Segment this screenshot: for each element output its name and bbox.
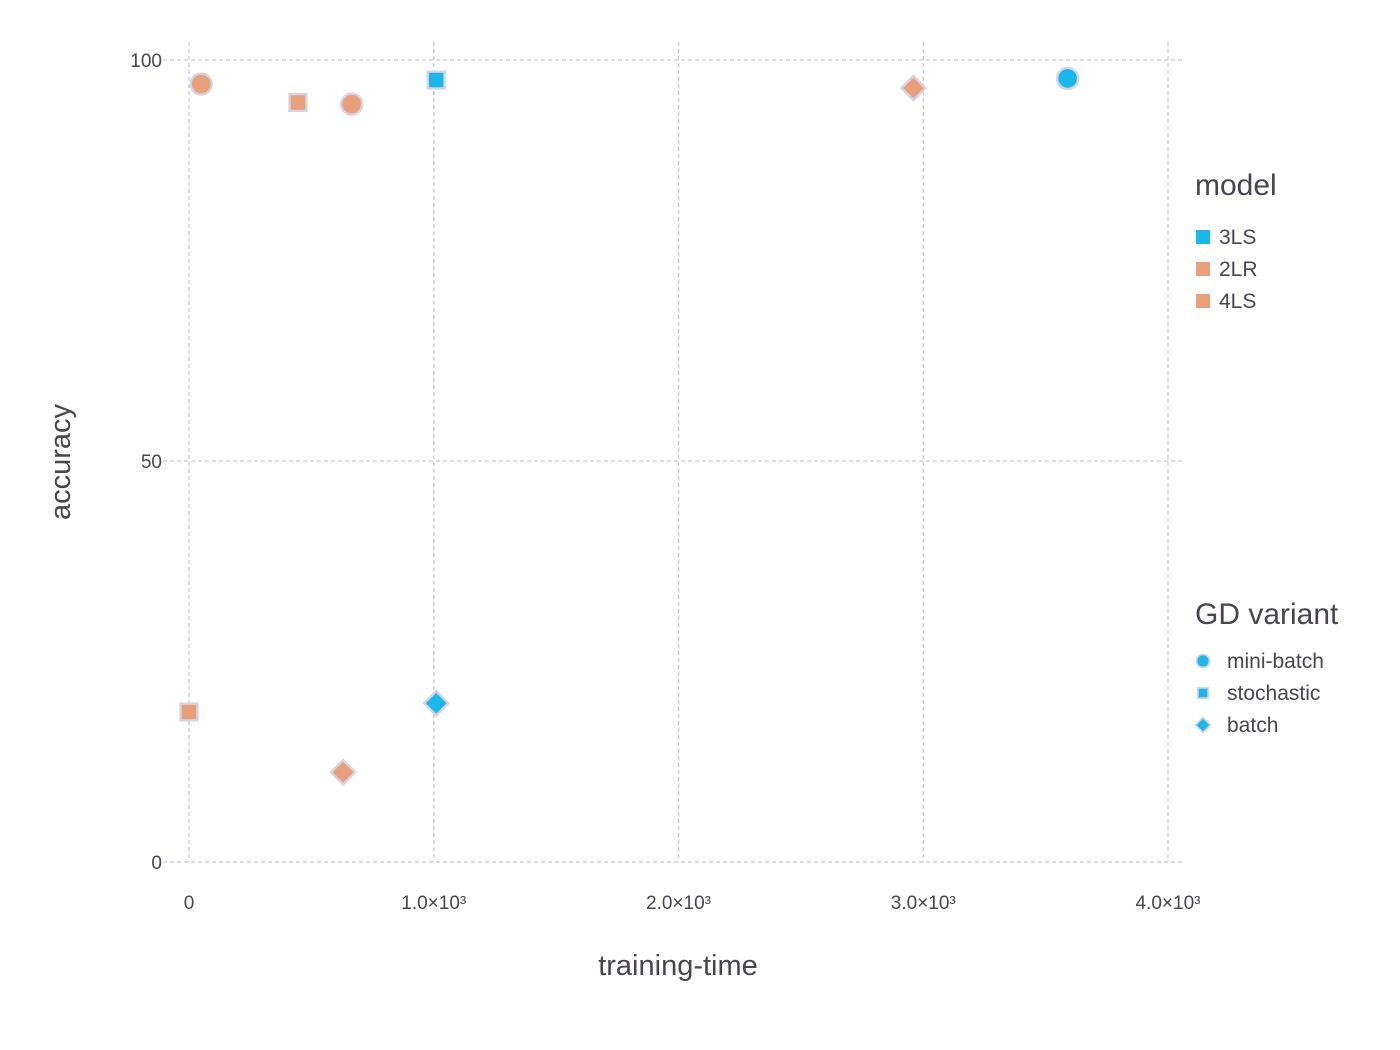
legend-model-label-0: 3LS <box>1219 226 1256 249</box>
x-tick-label-3: 3.0×10³ <box>891 893 956 914</box>
data-point-0 <box>189 72 213 96</box>
legend-model: model 3LS 2LR 4LS <box>1195 169 1277 313</box>
x-tick-label-4: 4.0×10³ <box>1136 893 1201 914</box>
legend-variant-marker-0 <box>1195 653 1211 669</box>
data-point-5 <box>1055 66 1080 91</box>
legend-gd-variant: GD variant mini-batch stochastic batch <box>1194 598 1339 737</box>
x-tick-label-0: 0 <box>184 893 195 914</box>
y-tick-label-1: 50 <box>141 452 162 473</box>
tick-labels: 0 1.0×10³ 2.0×10³ 3.0×10³ 4.0×10³ 0 50 100 <box>130 51 1200 914</box>
legend-variant-label-2: batch <box>1227 714 1278 737</box>
legend-variant-label-1: stochastic <box>1227 682 1320 705</box>
legend-variant-marker-2 <box>1194 716 1212 734</box>
x-tick-label-1: 1.0×10³ <box>401 893 466 914</box>
x-tick-label-2: 2.0×10³ <box>646 893 711 914</box>
y-tick-label-2: 100 <box>130 51 162 72</box>
data-point-1 <box>288 92 308 113</box>
legend-model-label-1: 2LR <box>1219 258 1258 281</box>
legend-model-swatch-2 <box>1196 294 1210 308</box>
legend-model-label-2: 4LS <box>1219 290 1256 313</box>
data-point-8 <box>422 689 450 717</box>
data-point-7 <box>329 758 357 786</box>
y-axis-title: accuracy <box>45 403 77 520</box>
data-point-6 <box>179 702 199 722</box>
data-point-3 <box>426 70 446 90</box>
data-points <box>179 66 1080 786</box>
x-axis-title: training-time <box>598 950 758 982</box>
legend-model-title: model <box>1195 169 1277 202</box>
grid <box>163 42 1183 863</box>
legend-variant-marker-1 <box>1196 686 1210 700</box>
legend-model-swatch-0 <box>1196 230 1210 244</box>
data-point-2 <box>340 92 364 116</box>
legend-model-swatch-1 <box>1196 262 1210 276</box>
y-tick-label-0: 0 <box>151 853 162 874</box>
data-point-4 <box>899 74 928 102</box>
legend-variant-title: GD variant <box>1195 598 1339 631</box>
legend-variant-label-0: mini-batch <box>1227 650 1324 673</box>
